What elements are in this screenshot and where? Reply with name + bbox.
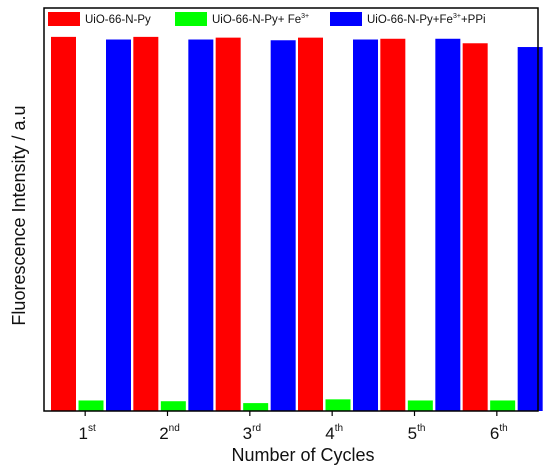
x-tick-label-6: 6th (490, 423, 508, 443)
bar-3-5 (435, 38, 461, 411)
bar-2-3 (243, 403, 269, 411)
x-tick-label-2: 2nd (159, 423, 180, 443)
x-axis-label: Number of Cycles (231, 445, 374, 465)
legend: UiO-66-N-Py UiO-66-N-Py+ Fe3+ UiO-66-N-Py+… (48, 12, 486, 26)
legend-swatch-2 (175, 12, 207, 26)
legend-label-2: UiO-66-N-Py+ Fe3+ (212, 13, 309, 26)
bar-2-4 (325, 399, 351, 411)
bar-3-4 (353, 39, 378, 412)
bar-2-6 (490, 400, 516, 411)
bar-2-2 (160, 401, 186, 411)
bar-2-5 (407, 400, 433, 411)
x-tick-label-4: 4th (325, 423, 343, 443)
x-tick-label-5: 5th (408, 423, 426, 443)
x-tick-label-3: 3rd (243, 423, 261, 443)
x-tick-label-1: 1st (79, 423, 96, 443)
bars (51, 36, 543, 412)
bar-1-5 (380, 38, 406, 411)
bar-3-6 (517, 47, 543, 411)
plot-frame (43, 7, 539, 412)
legend-label-3: UiO-66-N-Py+Fe3++PPi (367, 13, 486, 26)
bar-2-1 (78, 400, 104, 411)
bar-1-6 (462, 43, 488, 411)
bar-3-3 (270, 40, 296, 411)
bar-1-1 (51, 36, 76, 411)
legend-swatch-1 (48, 12, 80, 26)
x-ticks: 1st 2nd 3rd 4th 5th 6th (79, 411, 508, 443)
legend-label-1: UiO-66-N-Py (85, 14, 151, 26)
bar-3-2 (188, 39, 214, 412)
bar-1-2 (133, 36, 159, 411)
bar-1-4 (298, 37, 323, 412)
bar-1-3 (215, 37, 241, 412)
legend-swatch-3 (330, 12, 362, 26)
bar-3-1 (106, 39, 131, 412)
y-axis-label: Fluorescence Intensity / a.u (9, 105, 29, 325)
